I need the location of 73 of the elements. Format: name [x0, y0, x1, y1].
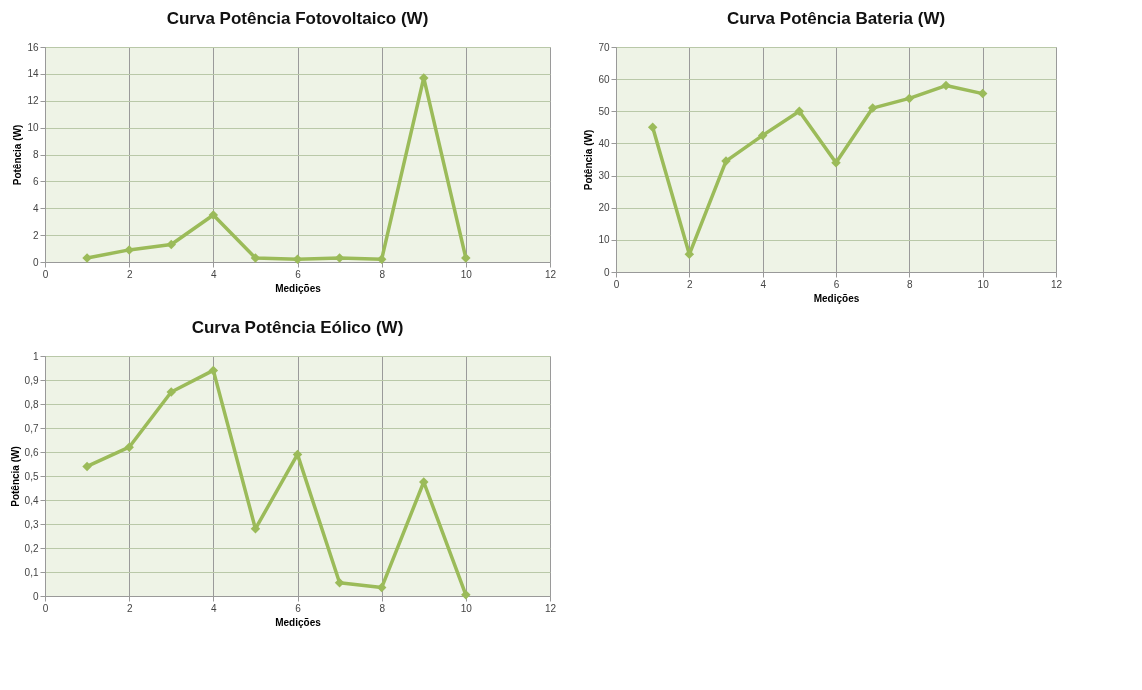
point — [977, 88, 988, 99]
x-tick-label: 12 — [1050, 278, 1063, 290]
x-tick-label: 8 — [379, 268, 386, 280]
x-tick-label: 10 — [977, 278, 990, 290]
x-tick-label: 4 — [211, 268, 218, 280]
y-tick-label: 4 — [32, 202, 39, 214]
y-tick-label: 0,5 — [24, 470, 39, 482]
x-tick-label: 6 — [295, 602, 302, 614]
point — [166, 239, 176, 250]
x-tick-label: 2 — [687, 278, 694, 290]
point — [867, 103, 878, 113]
point — [461, 590, 471, 600]
chart-title: Curva Potência Eólico (W) — [191, 318, 404, 337]
point — [941, 80, 951, 91]
x-axis-title: Medições — [275, 282, 322, 294]
y-tick-label: 70 — [598, 41, 610, 53]
x-axis-title: Medições — [275, 616, 322, 628]
x-tick-label: 6 — [295, 268, 302, 280]
y-tick-label: 0,4 — [24, 494, 39, 506]
y-axis-title: Potência (W) — [583, 129, 595, 191]
x-tick-label: 12 — [544, 268, 557, 280]
point — [208, 210, 219, 220]
x-tick-label: 12 — [544, 602, 557, 614]
y-tick-label: 6 — [32, 175, 39, 187]
point — [124, 245, 134, 255]
x-tick-label: 0 — [42, 602, 49, 614]
point — [757, 130, 768, 141]
point — [904, 93, 915, 104]
y-axis-title: Potência (W) — [9, 446, 21, 507]
point — [831, 157, 841, 168]
y-tick-label: 0,8 — [24, 398, 39, 410]
chart-title: Curva Potência Fotovoltaico (W) — [166, 9, 429, 28]
x-tick-label: 4 — [211, 602, 218, 614]
point — [794, 106, 805, 117]
y-tick-label: 0,6 — [24, 446, 39, 458]
point — [334, 578, 345, 588]
point — [647, 122, 658, 133]
y-tick-label: 30 — [598, 170, 610, 182]
x-tick-label: 2 — [126, 268, 133, 280]
point — [208, 365, 219, 376]
x-tick-label: 8 — [379, 602, 386, 614]
x-tick-label: 8 — [907, 278, 914, 290]
y-tick-label: 12 — [27, 95, 39, 107]
y-tick-label: 1 — [32, 350, 39, 362]
y-tick-label: 2 — [32, 229, 39, 241]
y-tick-label: 50 — [598, 105, 610, 117]
y-tick-label: 0,1 — [24, 566, 39, 578]
x-tick-label: 0 — [613, 278, 620, 290]
x-tick-label: 2 — [126, 602, 133, 614]
point — [124, 442, 134, 452]
y-tick-label: 0,9 — [24, 374, 39, 386]
y-tick-label: 0,7 — [24, 422, 39, 434]
y-tick-label: 16 — [27, 41, 39, 53]
y-tick-label: 10 — [598, 234, 610, 246]
y-tick-label: 14 — [27, 68, 39, 80]
y-tick-label: 0 — [32, 590, 39, 602]
y-tick-label: 0,2 — [24, 542, 39, 554]
x-tick-label: 10 — [460, 268, 473, 280]
y-axis-title: Potência (W) — [12, 124, 24, 186]
y-tick-label: 20 — [598, 202, 610, 214]
chart-title: Curva Potência Bateria (W) — [726, 9, 946, 28]
x-axis-title: Medições — [813, 292, 860, 304]
y-tick-label: 0 — [32, 256, 39, 268]
y-tick-label: 40 — [598, 137, 610, 149]
y-tick-label: 10 — [27, 122, 39, 134]
x-tick-label: 0 — [42, 268, 49, 280]
x-tick-label: 6 — [833, 278, 840, 290]
x-tick-label: 4 — [760, 278, 767, 290]
y-tick-label: 8 — [32, 149, 39, 160]
point — [82, 461, 92, 472]
y-tick-label: 0,3 — [24, 518, 39, 530]
y-tick-label: 60 — [598, 73, 610, 85]
x-tick-label: 10 — [460, 602, 473, 614]
